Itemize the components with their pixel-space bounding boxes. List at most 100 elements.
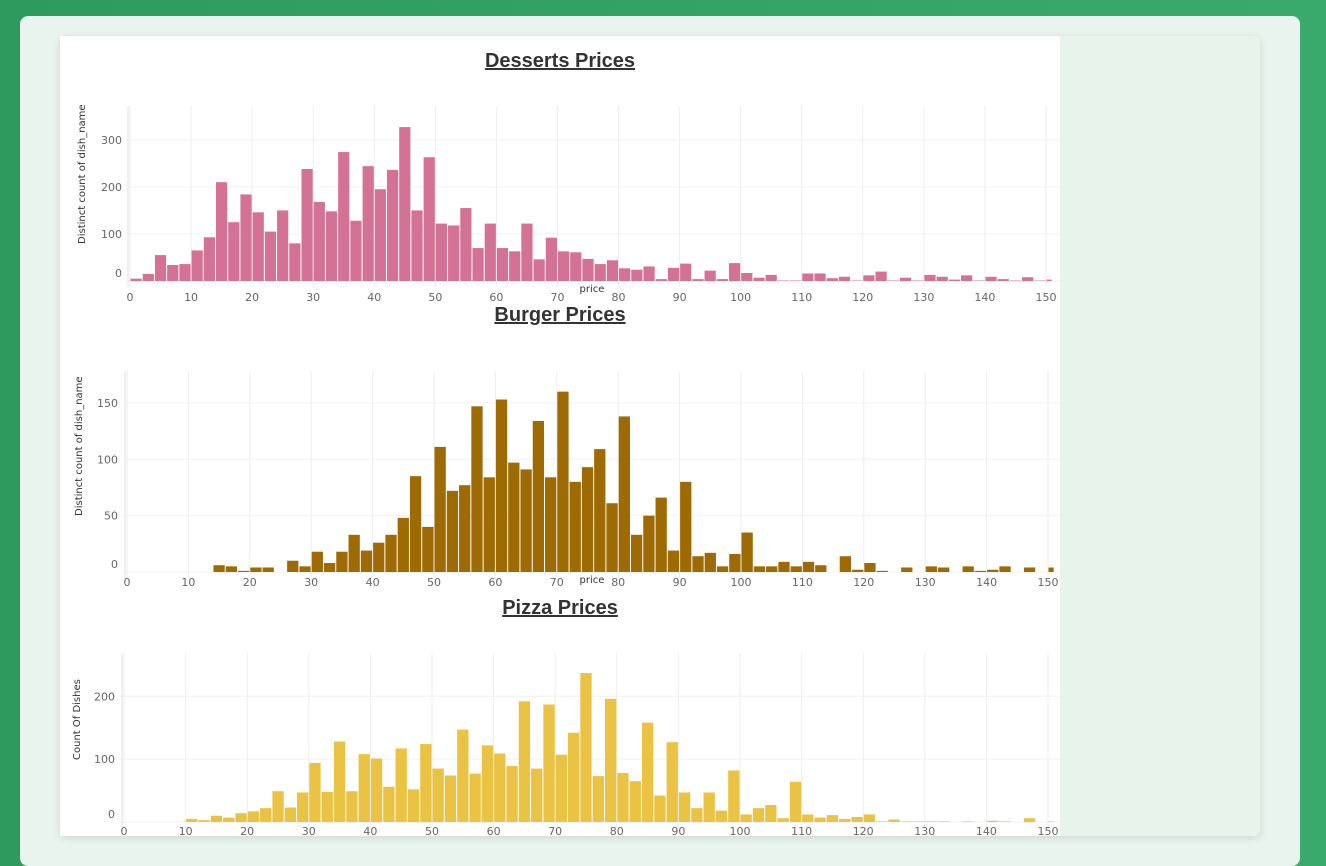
- x-tick-label: 0: [121, 825, 128, 836]
- burger-bar: [1049, 567, 1054, 572]
- pizza-bar: [186, 819, 197, 822]
- desserts-bar: [741, 273, 752, 281]
- desserts-bar: [705, 271, 716, 281]
- desserts-bar: [131, 279, 142, 281]
- x-tick-label: 110: [791, 291, 812, 304]
- desserts-bar: [497, 248, 508, 281]
- x-tick-label: 130: [913, 291, 934, 304]
- pizza-bar: [925, 821, 936, 822]
- desserts-x-axis-label: price: [562, 284, 622, 295]
- x-tick-label: 90: [673, 291, 687, 304]
- pizza-bar: [248, 811, 259, 822]
- y-tick-label: 200: [101, 181, 122, 194]
- desserts-bar: [668, 268, 679, 281]
- burger-bar: [680, 482, 691, 572]
- visualization-area: Desserts Prices Distinct count of dish_n…: [60, 36, 1060, 836]
- desserts-bar: [289, 243, 300, 281]
- burger-bar: [582, 467, 593, 572]
- x-tick-label: 0: [124, 576, 131, 589]
- x-tick-label: 150: [1036, 291, 1057, 304]
- pizza-bar: [605, 699, 616, 822]
- x-tick-label: 100: [731, 576, 752, 589]
- pizza-bar: [765, 805, 776, 822]
- desserts-bar: [179, 264, 190, 281]
- pizza-bar: [753, 808, 764, 822]
- pizza-bar: [802, 814, 813, 822]
- x-tick-label: 70: [548, 825, 562, 836]
- desserts-bar: [424, 157, 435, 281]
- desserts-bar: [155, 255, 166, 281]
- y-tick-label: 150: [97, 397, 118, 410]
- pizza-bar: [704, 792, 715, 822]
- pizza-bar: [876, 821, 887, 822]
- pizza-bar: [962, 821, 973, 822]
- desserts-bar: [863, 275, 874, 281]
- pizza-bar: [260, 808, 271, 822]
- burger-bar: [459, 485, 470, 572]
- burger-bar: [213, 565, 224, 572]
- x-tick-label: 90: [673, 576, 687, 589]
- pizza-bar: [814, 818, 825, 822]
- desserts-bar: [472, 248, 483, 281]
- pizza-bar: [531, 769, 542, 822]
- pizza-bar: [371, 759, 382, 822]
- desserts-bar: [338, 152, 349, 281]
- pizza-bar: [630, 781, 641, 822]
- pizza-bar: [741, 814, 752, 822]
- x-tick-label: 30: [304, 576, 318, 589]
- burger-bar: [594, 449, 605, 572]
- desserts-bar: [961, 275, 972, 281]
- desserts-bar: [985, 277, 996, 281]
- burger-bar: [742, 533, 753, 572]
- burger-bar: [287, 561, 298, 572]
- x-tick-label: 60: [487, 825, 501, 836]
- pizza-bar: [851, 817, 862, 822]
- x-tick-label: 40: [367, 291, 381, 304]
- desserts-bar: [326, 211, 337, 281]
- x-tick-label: 130: [915, 576, 936, 589]
- burger-bar: [422, 527, 433, 572]
- burger-bar: [852, 570, 863, 572]
- burger-bar: [987, 570, 998, 572]
- burger-bar: [717, 566, 728, 572]
- burger-bar: [766, 566, 777, 572]
- burger-bar: [557, 392, 568, 572]
- x-tick-label: 140: [974, 291, 995, 304]
- desserts-bar: [937, 277, 948, 281]
- burger-bar: [692, 556, 703, 572]
- x-tick-label: 30: [302, 825, 316, 836]
- y-tick-label: 100: [101, 228, 122, 241]
- pizza-bar: [888, 819, 899, 822]
- desserts-bar: [277, 210, 288, 281]
- pizza-bar: [383, 787, 394, 822]
- pizza-bar: [987, 821, 998, 822]
- pizza-bar: [445, 775, 456, 822]
- x-tick-label: 110: [791, 825, 812, 836]
- x-tick-label: 20: [240, 825, 254, 836]
- x-tick-label: 10: [184, 291, 198, 304]
- y-tick-label: 100: [94, 753, 115, 766]
- pizza-bar: [839, 819, 850, 822]
- desserts-bars: [131, 127, 1052, 281]
- burger-bar: [410, 476, 421, 572]
- burger-bar: [263, 567, 274, 572]
- burger-bar: [484, 477, 495, 572]
- x-tick-label: 110: [792, 576, 813, 589]
- desserts-bar: [643, 266, 654, 281]
- desserts-bar: [387, 170, 398, 281]
- y-tick-label: 0: [111, 558, 118, 571]
- desserts-bar: [814, 273, 825, 281]
- pizza-bar: [827, 815, 838, 822]
- pizza-bar: [580, 673, 591, 822]
- pizza-bar: [999, 821, 1010, 822]
- pizza-bar: [334, 742, 345, 822]
- burger-bar: [938, 567, 949, 572]
- desserts-bar: [534, 259, 545, 281]
- burger-bar: [729, 554, 740, 572]
- desserts-bar: [570, 252, 581, 281]
- burger-bar: [545, 477, 556, 572]
- dashboard-panel: Desserts Prices Distinct count of dish_n…: [60, 36, 1260, 836]
